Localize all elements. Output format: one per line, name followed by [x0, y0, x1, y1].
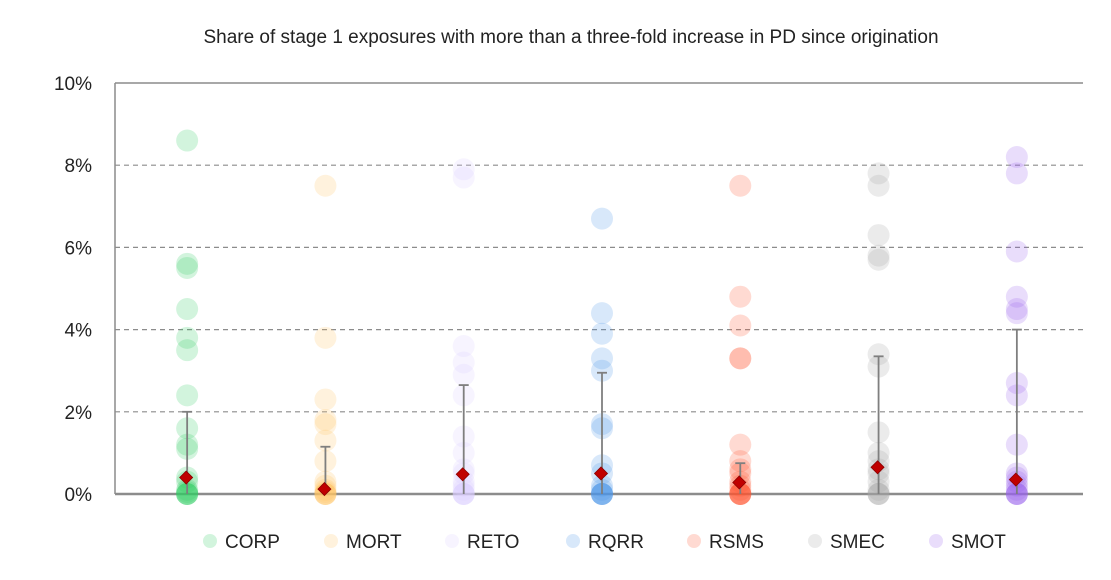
data-point-rqrr — [591, 322, 613, 345]
legend-swatch-rsms — [687, 534, 701, 548]
data-point-corp — [176, 252, 199, 275]
legend-swatch-mort — [324, 534, 338, 548]
data-point-smot — [1005, 285, 1028, 308]
data-point-rsms — [729, 450, 752, 473]
data-point-reto — [452, 158, 475, 181]
data-point-rsms — [729, 174, 752, 197]
data-point-rqrr — [591, 207, 613, 230]
axis-layer: 0% 2% 4% 6% 8% 10% — [54, 74, 1083, 506]
data-point-smec — [867, 248, 890, 271]
data-point-corp — [176, 326, 199, 349]
legend-swatch-corp — [203, 534, 217, 548]
median-marker-mort — [317, 482, 332, 497]
y-tick-label: 10% — [54, 74, 92, 95]
data-point-rsms — [729, 285, 752, 308]
chart-title: Share of stage 1 exposures with more tha… — [203, 27, 938, 48]
data-point-smec — [867, 224, 890, 247]
data-point-smot — [1005, 298, 1028, 321]
data-point-smot — [1005, 162, 1028, 185]
median-marker-smec — [870, 460, 885, 475]
legend-swatch-smot — [929, 534, 943, 548]
median-marker-rqrr — [593, 466, 609, 481]
legend-label-corp: CORP — [225, 532, 280, 553]
legend-label-smot: SMOT — [951, 532, 1006, 553]
data-point-reto — [452, 351, 475, 374]
points-layer — [176, 129, 1028, 505]
legend: CORP MORT RETO RQRR RSMS SMEC SMOT — [203, 532, 1006, 553]
data-point-mort — [314, 409, 337, 432]
legend-label-rsms: RSMS — [709, 532, 764, 553]
y-tick-label: 8% — [65, 156, 93, 177]
median-marker-corp — [179, 470, 194, 485]
data-point-rsms — [729, 347, 752, 370]
legend-swatch-reto — [445, 534, 459, 548]
y-tick-label: 0% — [65, 485, 93, 506]
data-point-corp — [176, 384, 199, 407]
data-point-smec — [867, 174, 890, 197]
legend-label-reto: RETO — [467, 532, 519, 553]
data-point-rqrr — [591, 347, 613, 370]
y-tick-label: 2% — [65, 403, 93, 424]
data-point-rqrr — [591, 302, 613, 325]
data-point-rsms — [729, 433, 752, 456]
data-point-corp — [176, 339, 199, 362]
data-point-mort — [314, 388, 337, 411]
data-point-mort — [314, 429, 337, 452]
y-tick-label: 4% — [65, 321, 93, 342]
data-point-smot — [1005, 145, 1028, 168]
data-point-corp — [176, 298, 199, 321]
data-point-rsms — [729, 347, 752, 370]
data-point-smot — [1005, 240, 1028, 263]
legend-label-mort: MORT — [346, 532, 402, 553]
data-point-smec — [867, 343, 890, 366]
median-marker-reto — [455, 467, 470, 482]
y-tick-label: 6% — [65, 238, 93, 259]
data-point-smec — [867, 244, 890, 267]
data-point-reto — [452, 363, 475, 386]
median-marker-smot — [1008, 472, 1023, 487]
data-point-rqrr — [591, 359, 613, 382]
median-marker-rsms — [732, 475, 747, 490]
data-point-mort — [314, 174, 337, 197]
data-point-corp — [176, 256, 199, 279]
data-point-mort — [314, 413, 337, 436]
data-point-corp — [176, 129, 199, 152]
legend-swatch-smec — [808, 534, 822, 548]
legend-swatch-rqrr — [566, 534, 580, 548]
data-point-mort — [314, 326, 337, 349]
data-point-smec — [867, 162, 890, 185]
legend-label-smec: SMEC — [830, 532, 885, 553]
legend-label-rqrr: RQRR — [588, 532, 644, 553]
marker-layer — [179, 460, 1023, 497]
data-point-smot — [1005, 302, 1028, 325]
data-point-rsms — [729, 314, 752, 337]
data-point-reto — [452, 335, 475, 358]
data-point-reto — [452, 166, 475, 189]
